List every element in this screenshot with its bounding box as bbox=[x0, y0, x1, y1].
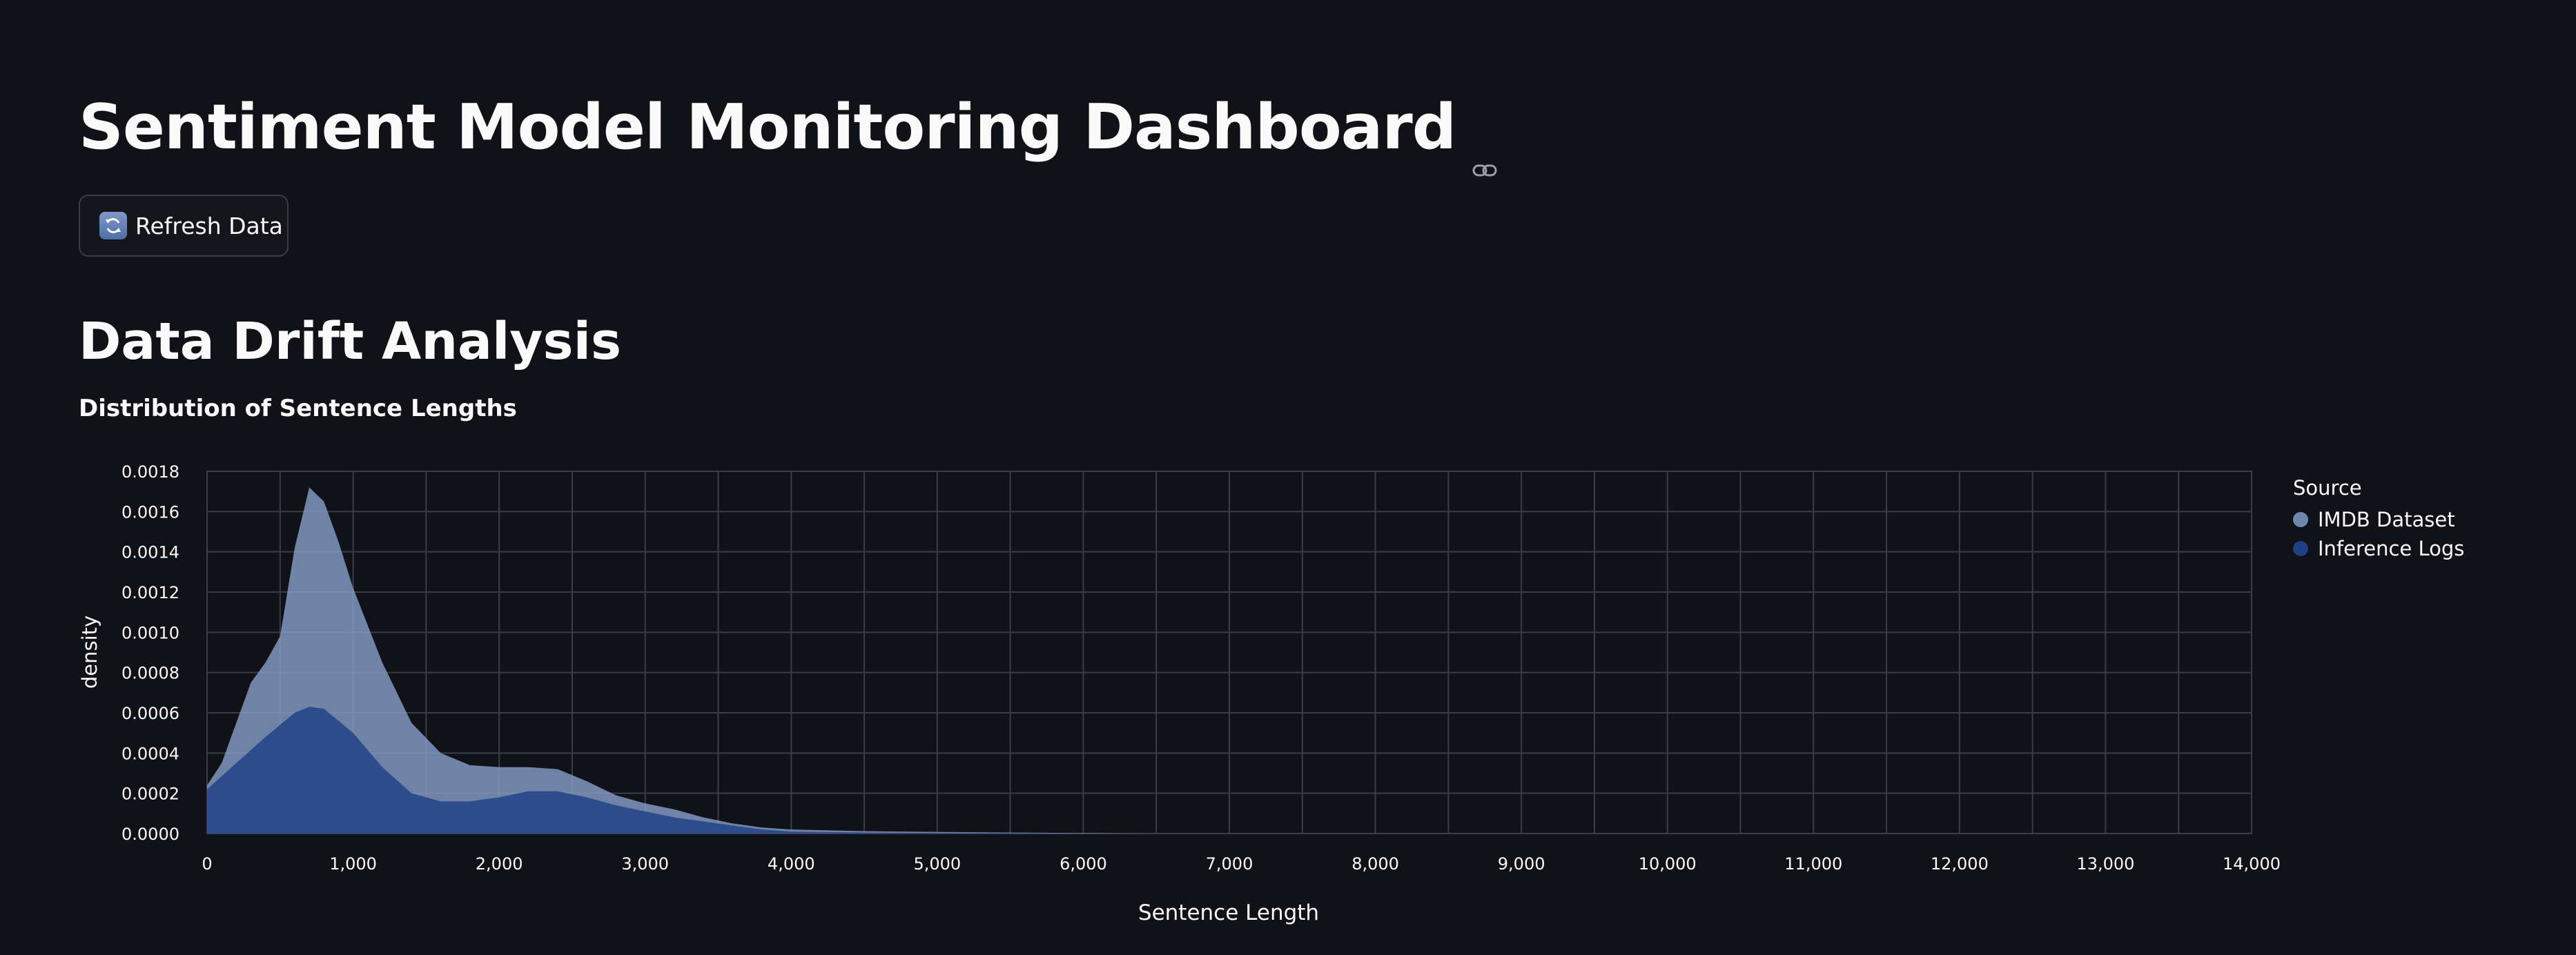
y-tick-label: 0.0008 bbox=[121, 664, 179, 683]
link-icon[interactable] bbox=[1471, 119, 1499, 177]
y-tick-label: 0.0018 bbox=[121, 462, 179, 482]
x-tick-label: 11,000 bbox=[1784, 854, 1842, 874]
x-tick-label: 2,000 bbox=[476, 854, 523, 874]
refresh-icon bbox=[99, 212, 127, 239]
chart-axes: 0 1,000 2,000 3,000 4,000 5,000 6,000 7,000 8,00… bbox=[121, 462, 2281, 874]
chart-legend: Source IMDB Dataset Inference Logs bbox=[2293, 476, 2464, 563]
x-tick-label: 4,000 bbox=[768, 854, 815, 874]
legend-title: Source bbox=[2293, 476, 2362, 500]
y-tick-label: 0.0002 bbox=[121, 785, 179, 804]
x-tick-label: 13,000 bbox=[2076, 854, 2134, 874]
x-tick-label: 7,000 bbox=[1206, 854, 1253, 874]
y-tick-label: 0.0000 bbox=[121, 825, 179, 844]
x-tick-label: 12,000 bbox=[1931, 854, 1989, 874]
y-tick-label: 0.0006 bbox=[121, 704, 179, 723]
legend-swatch-imdb bbox=[2293, 512, 2308, 527]
page-title: Sentiment Model Monitoring Dashboard bbox=[79, 83, 1499, 177]
y-tick-label: 0.0004 bbox=[121, 744, 179, 763]
page-title-text: Sentiment Model Monitoring Dashboard bbox=[79, 91, 1456, 164]
x-tick-label: 14,000 bbox=[2223, 854, 2281, 874]
x-tick-label: 9,000 bbox=[1498, 854, 1545, 874]
y-tick-label: 0.0014 bbox=[121, 543, 179, 562]
x-tick-label: 0 bbox=[202, 854, 212, 874]
legend-label-inference: Inference Logs bbox=[2318, 537, 2465, 560]
legend-swatch-inference bbox=[2293, 541, 2308, 556]
x-axis-label: Sentence Length bbox=[1138, 900, 1319, 925]
refresh-data-button[interactable]: Refresh Data bbox=[79, 195, 289, 257]
legend-label-imdb: IMDB Dataset bbox=[2318, 508, 2455, 531]
plot-border bbox=[206, 471, 2252, 834]
refresh-data-label: Refresh Data bbox=[135, 212, 283, 239]
legend-item-imdb[interactable]: IMDB Dataset bbox=[2293, 505, 2464, 534]
x-tick-label: 10,000 bbox=[1639, 854, 1697, 874]
y-tick-label: 0.0012 bbox=[121, 583, 179, 602]
y-tick-label: 0.0010 bbox=[121, 623, 179, 642]
section-title: Data Drift Analysis bbox=[79, 312, 621, 371]
x-tick-label: 6,000 bbox=[1060, 854, 1107, 874]
chart-areas bbox=[207, 487, 1157, 834]
x-tick-label: 5,000 bbox=[913, 854, 961, 874]
x-tick-label: 1,000 bbox=[329, 854, 377, 874]
x-tick-label: 8,000 bbox=[1352, 854, 1399, 874]
chart-title: Distribution of Sentence Lengths bbox=[79, 395, 517, 422]
area-inference-logs bbox=[207, 707, 1084, 834]
x-tick-label: 3,000 bbox=[621, 854, 669, 874]
y-axis-label: density bbox=[78, 616, 101, 689]
y-tick-label: 0.0016 bbox=[121, 502, 179, 522]
legend-item-inference[interactable]: Inference Logs bbox=[2293, 534, 2464, 563]
